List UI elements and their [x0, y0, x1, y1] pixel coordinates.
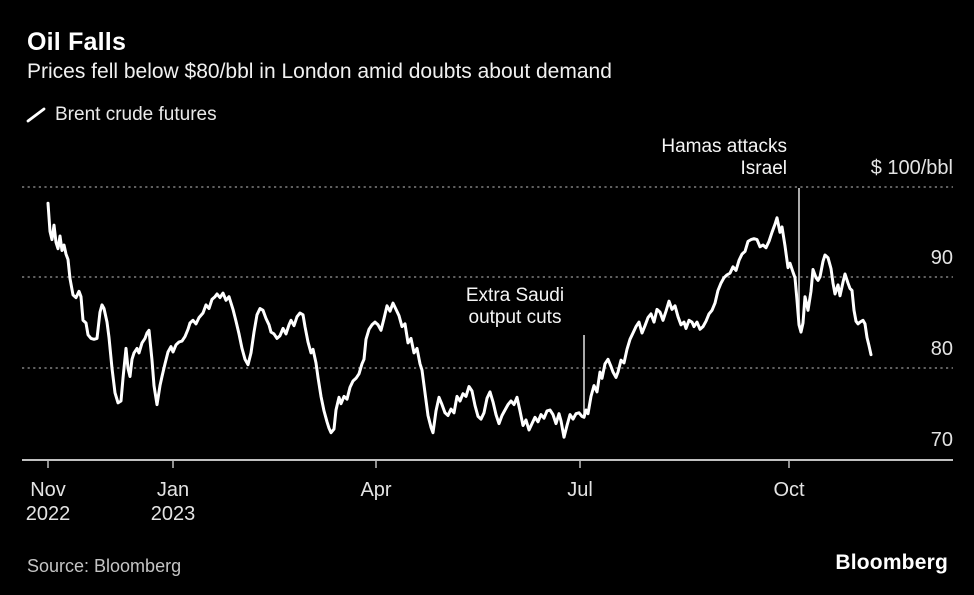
annotation-hamas-attacks-israel: Hamas attacks Israel [661, 136, 787, 180]
legend-label: Brent crude futures [55, 104, 217, 125]
y-axis-label-90: 90 [930, 247, 953, 269]
chart-subtitle: Prices fell below $80/bbl in London amid… [27, 60, 612, 83]
x-tick-month: Nov [30, 479, 66, 501]
annotation-line-1: Extra Saudi [465, 285, 565, 306]
legend: Brent crude futures [26, 104, 217, 126]
x-tick-month: Apr [360, 479, 392, 501]
x-axis-label-jul: Jul [567, 478, 593, 502]
y-axis-label-100bbl: $ 100/bbl [870, 157, 953, 179]
chart-title: Oil Falls [27, 28, 127, 56]
annotation-line-2: Israel [740, 158, 787, 179]
x-tick-year: 2023 [150, 503, 196, 525]
x-axis-label-apr: Apr [360, 478, 391, 502]
x-axis-label-nov-2022: Nov 2022 [26, 478, 71, 526]
x-axis-label-oct: Oct [773, 478, 804, 502]
line-sample-icon [26, 107, 46, 123]
x-axis-label-jan-2023: Jan 2023 [151, 478, 196, 526]
x-tick-month: Jul [567, 479, 593, 501]
annotation-extra-saudi-output-cuts: Extra Saudi output cuts [425, 285, 605, 329]
annotation-line-2: output cuts [468, 307, 562, 328]
x-tick-month: Oct [773, 479, 805, 501]
bloomberg-logo: Bloomberg [835, 551, 948, 574]
x-tick-month: Jan [156, 479, 190, 501]
source-credit: Source: Bloomberg [27, 556, 182, 576]
x-tick-year: 2022 [25, 503, 71, 525]
y-axis-label-80: 80 [930, 338, 953, 360]
y-axis-label-70: 70 [930, 429, 953, 451]
annotation-line-1: Hamas attacks [661, 136, 787, 157]
